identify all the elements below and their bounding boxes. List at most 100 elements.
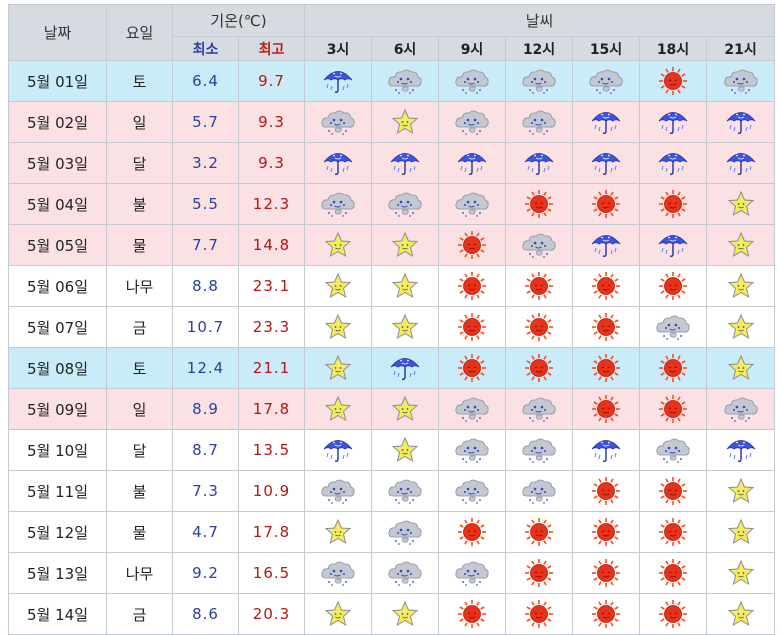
max-temp-cell: 20.3 <box>238 593 305 635</box>
star-icon <box>707 271 774 301</box>
cloud-icon <box>573 66 639 96</box>
cloud-icon <box>640 435 706 465</box>
cloud-icon <box>640 312 706 342</box>
weather-cell <box>705 224 776 266</box>
max-temp-cell: 9.3 <box>238 101 305 143</box>
sun-icon <box>439 517 505 547</box>
weather-cell <box>304 265 372 307</box>
star-icon <box>707 189 774 219</box>
star-icon <box>372 271 438 301</box>
rain-icon <box>573 106 639 138</box>
cloud-icon <box>372 558 438 588</box>
day-cell: 달 <box>106 142 173 184</box>
date-cell: 5월 11일 <box>8 470 107 512</box>
sun-icon <box>573 394 639 424</box>
sun-icon <box>439 271 505 301</box>
weather-table: 날짜 요일 기온(℃) 날씨 최소 최고 3시 6시 9시 12시 15시 18… <box>8 4 776 635</box>
min-temp-cell: 4.7 <box>172 511 239 553</box>
star-icon <box>305 230 371 260</box>
cloud-icon <box>372 66 438 96</box>
weather-cell <box>438 470 506 512</box>
weather-cell <box>304 101 372 143</box>
weather-cell <box>371 552 439 594</box>
sun-icon <box>506 517 572 547</box>
date-cell: 5월 12일 <box>8 511 107 553</box>
table-row: 5월 06일 나무 8.8 23.1 <box>8 265 776 307</box>
weather-cell <box>371 101 439 143</box>
weather-cell <box>639 552 707 594</box>
cloud-icon <box>372 517 438 547</box>
weather-cell <box>438 265 506 307</box>
sun-icon <box>506 558 572 588</box>
weather-cell <box>505 306 573 348</box>
max-temp-cell: 10.9 <box>238 470 305 512</box>
table-row: 5월 08일 토 12.4 21.1 <box>8 347 776 389</box>
weather-cell <box>705 511 776 553</box>
cloud-icon <box>439 66 505 96</box>
weather-cell <box>639 142 707 184</box>
rain-icon <box>573 147 639 179</box>
weather-cell <box>505 388 573 430</box>
weather-cell <box>505 60 573 102</box>
cloud-icon <box>439 189 505 219</box>
star-icon <box>305 271 371 301</box>
rain-icon <box>640 229 706 261</box>
cloud-icon <box>372 189 438 219</box>
cloud-icon <box>506 476 572 506</box>
rain-icon <box>305 434 371 466</box>
hour-header: 15시 <box>572 36 640 61</box>
sun-icon <box>640 271 706 301</box>
day-cell: 일 <box>106 388 173 430</box>
weather-cell <box>304 60 372 102</box>
weather-cell <box>572 101 640 143</box>
sun-icon <box>506 312 572 342</box>
weather-cell <box>705 552 776 594</box>
sun-icon <box>439 353 505 383</box>
weather-cell <box>505 265 573 307</box>
date-cell: 5월 04일 <box>8 183 107 225</box>
star-icon <box>305 312 371 342</box>
day-cell: 나무 <box>106 552 173 594</box>
rain-icon <box>573 229 639 261</box>
rain-icon <box>506 147 572 179</box>
table-row: 5월 09일 일 8.9 17.8 <box>8 388 776 430</box>
weather-cell <box>705 306 776 348</box>
sun-icon <box>640 189 706 219</box>
cloud-icon <box>707 394 774 424</box>
cloud-icon <box>305 107 371 137</box>
weather-cell <box>705 470 776 512</box>
min-temp-cell: 9.2 <box>172 552 239 594</box>
weather-cell <box>505 552 573 594</box>
day-cell: 토 <box>106 60 173 102</box>
weather-cell <box>371 429 439 471</box>
sun-icon <box>640 599 706 629</box>
table-row: 5월 13일 나무 9.2 16.5 <box>8 552 776 594</box>
weather-cell <box>371 511 439 553</box>
weather-cell <box>639 470 707 512</box>
min-temp-cell: 5.7 <box>172 101 239 143</box>
weather-cell <box>639 388 707 430</box>
weather-cell <box>438 593 506 635</box>
max-temp-cell: 21.1 <box>238 347 305 389</box>
sun-icon <box>640 517 706 547</box>
weather-cell <box>639 60 707 102</box>
rain-icon <box>305 147 371 179</box>
cloud-icon <box>439 107 505 137</box>
table-row: 5월 02일 일 5.7 9.3 <box>8 101 776 143</box>
star-icon <box>305 599 371 629</box>
weather-cell <box>572 388 640 430</box>
weather-cell <box>371 593 439 635</box>
sun-icon <box>573 271 639 301</box>
weather-cell <box>438 101 506 143</box>
cloud-icon <box>506 230 572 260</box>
weather-cell <box>304 306 372 348</box>
day-cell: 불 <box>106 183 173 225</box>
min-temp-cell: 10.7 <box>172 306 239 348</box>
weather-cell <box>572 552 640 594</box>
hour-header: 6시 <box>371 36 439 61</box>
rain-icon <box>573 434 639 466</box>
weather-cell <box>371 347 439 389</box>
cloud-icon <box>439 394 505 424</box>
day-cell: 물 <box>106 511 173 553</box>
rain-icon <box>707 434 774 466</box>
